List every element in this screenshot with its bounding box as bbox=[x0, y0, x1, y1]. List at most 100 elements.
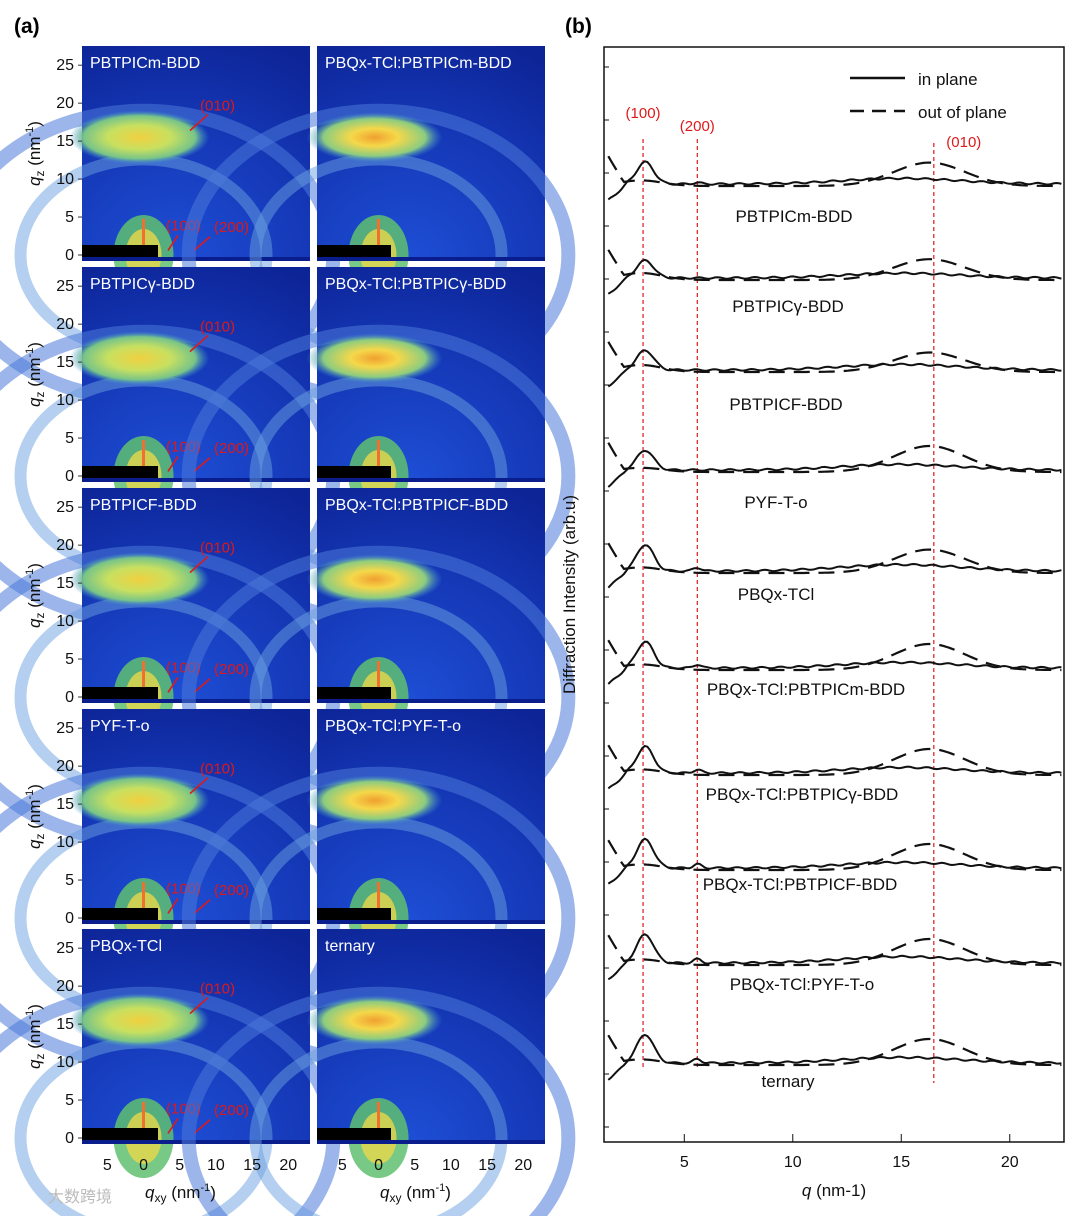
qz-label: qz (nm-1) bbox=[24, 342, 47, 407]
y-tick: 20 bbox=[56, 758, 74, 775]
curve-label: PBQx-TCl:PBTPICγ-BDD bbox=[706, 785, 899, 804]
y-tick: 10 bbox=[56, 1054, 74, 1071]
beamstop bbox=[317, 466, 391, 478]
qxy-unit-sup-r: -1 bbox=[435, 1182, 445, 1194]
pi-stack-arc bbox=[69, 110, 210, 165]
pi-stack-arc bbox=[306, 775, 443, 826]
qxy-label-right: qxy (nm-1) bbox=[380, 1182, 451, 1205]
curve-label: PBTPICF-BDD bbox=[729, 395, 842, 414]
curve-label: PBTPICm-BDD bbox=[735, 207, 852, 226]
giwaxs-image-5-left: PBQx-TCl(010)(100) (200) bbox=[0, 929, 341, 1221]
qz-unit: (nm bbox=[25, 357, 44, 391]
watermark: 大数跨境 bbox=[48, 1187, 112, 1206]
image-title: PBTPICγ-BDD bbox=[90, 276, 195, 293]
pi-stack-arc bbox=[69, 993, 210, 1048]
x-tick: 5 bbox=[410, 1157, 419, 1174]
curve-out-of-plane-2 bbox=[607, 249, 1062, 282]
qz-label: qz (nm-1) bbox=[24, 121, 47, 186]
curve-in-plane-1 bbox=[607, 160, 1062, 201]
y-axis-label: Diffraction Intensity (arb.u) bbox=[560, 495, 579, 694]
image-title: PBTPICF-BDD bbox=[90, 497, 197, 514]
image-title: ternary bbox=[325, 938, 375, 955]
specular-streak bbox=[142, 1102, 146, 1136]
horizon bbox=[317, 478, 545, 482]
qz-unit-end: ) bbox=[25, 563, 44, 569]
horizon bbox=[317, 1140, 545, 1144]
curve-label: ternary bbox=[762, 1072, 815, 1091]
x-tick: 0 bbox=[139, 1157, 148, 1174]
x-tick: 5 bbox=[103, 1157, 112, 1174]
y-tick: 5 bbox=[65, 1092, 74, 1109]
y-tick: 0 bbox=[65, 1130, 74, 1147]
y-tick: 15 bbox=[56, 133, 74, 150]
beamstop bbox=[317, 1128, 391, 1140]
pi-stack-arc bbox=[306, 112, 443, 163]
horizon bbox=[82, 257, 310, 261]
qz-unit: (nm bbox=[25, 1019, 44, 1053]
specular-streak bbox=[377, 440, 381, 474]
curve-in-plane-9 bbox=[607, 933, 1062, 981]
beamstop bbox=[317, 245, 391, 257]
qz-unit-sup: -1 bbox=[24, 790, 36, 800]
qxy-sym-r: q bbox=[380, 1183, 390, 1202]
giwaxs-image-1-right: PBQx-TCl:PBTPICm-BDD bbox=[181, 46, 576, 407]
y-tick: 5 bbox=[65, 209, 74, 226]
arrow-010 bbox=[189, 334, 209, 353]
arrow-010 bbox=[189, 776, 209, 795]
specular-streak bbox=[142, 882, 146, 916]
y-tick: 0 bbox=[65, 689, 74, 706]
image-title: PBQx-TCl:PBTPICγ-BDD bbox=[325, 276, 506, 293]
specular-streak bbox=[142, 219, 146, 253]
curve-out-of-plane-6 bbox=[607, 639, 1062, 672]
x-tick: 0 bbox=[374, 1157, 383, 1174]
horizon bbox=[82, 920, 310, 924]
horizon bbox=[317, 699, 545, 703]
curve-out-of-plane-1 bbox=[607, 155, 1062, 188]
beamstop bbox=[82, 687, 158, 699]
x-axis-label: q (nm-1) bbox=[802, 1181, 866, 1200]
horizon bbox=[317, 920, 545, 924]
x-tick: 20 bbox=[279, 1157, 297, 1174]
curve-label: PBQx-TCl:PBTPICF-BDD bbox=[703, 875, 898, 894]
y-tick: 0 bbox=[65, 910, 74, 927]
pi-stack-arc bbox=[69, 773, 210, 828]
qxy-label-left: qxy (nm-1) bbox=[145, 1182, 216, 1205]
qz-unit-end: ) bbox=[25, 784, 44, 790]
x-tick: 5 bbox=[338, 1157, 347, 1174]
y-tick: 20 bbox=[56, 95, 74, 112]
label-010: (010) bbox=[200, 319, 235, 336]
pi-stack-arc bbox=[69, 552, 210, 607]
y-tick: 20 bbox=[56, 537, 74, 554]
y-tick: 0 bbox=[65, 468, 74, 485]
specular-streak bbox=[377, 661, 381, 695]
label-200: (200) bbox=[214, 219, 249, 236]
qz-label: qz (nm-1) bbox=[24, 784, 47, 849]
beamstop bbox=[317, 687, 391, 699]
qxy-unit: (nm bbox=[166, 1183, 200, 1202]
qz-label: qz (nm-1) bbox=[24, 1004, 47, 1069]
qz-unit: (nm bbox=[25, 799, 44, 833]
qxy-unit-end-r: ) bbox=[445, 1183, 451, 1202]
qz-sym: q bbox=[25, 1059, 44, 1069]
qz-sym: q bbox=[25, 176, 44, 186]
qz-label: qz (nm-1) bbox=[24, 563, 47, 628]
horizon bbox=[317, 257, 545, 261]
specular-streak bbox=[377, 219, 381, 253]
x-tick: 10 bbox=[442, 1157, 460, 1174]
curve-in-plane-7 bbox=[607, 744, 1062, 790]
arrow-100 bbox=[167, 234, 179, 251]
x-tick-label: 15 bbox=[892, 1154, 910, 1171]
qxy-sym: q bbox=[145, 1183, 155, 1202]
curve-label: PBQx-TCl:PYF-T-o bbox=[730, 975, 875, 994]
y-tick: 20 bbox=[56, 316, 74, 333]
qz-unit: (nm bbox=[25, 578, 44, 612]
qz-sym: q bbox=[25, 618, 44, 628]
y-tick: 25 bbox=[56, 720, 74, 737]
qxy-unit-end: ) bbox=[210, 1183, 216, 1202]
specular-streak bbox=[377, 882, 381, 916]
arrow-100 bbox=[167, 897, 179, 914]
qz-unit-sup: -1 bbox=[24, 569, 36, 579]
curve-label: PBTPICγ-BDD bbox=[732, 297, 843, 316]
x-tick: 5 bbox=[175, 1157, 184, 1174]
